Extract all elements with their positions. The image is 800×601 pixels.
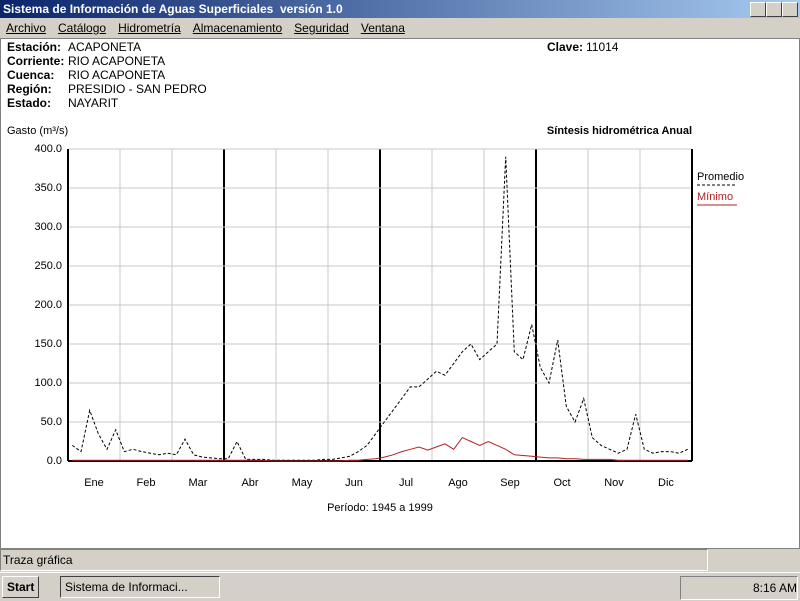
restore[interactable] bbox=[766, 2, 782, 17]
minimize[interactable] bbox=[750, 2, 766, 17]
x-tick-label: Jul bbox=[399, 477, 413, 489]
start-button[interactable]: Start bbox=[2, 576, 40, 598]
legend-label: Promedio bbox=[697, 171, 744, 183]
field-label: Región: bbox=[7, 82, 52, 96]
status-bar: Traza gráfica bbox=[0, 549, 708, 571]
close[interactable] bbox=[782, 2, 798, 17]
field-label: Corriente: bbox=[7, 54, 65, 68]
y-axis-label: Gasto (m³/s) bbox=[7, 125, 68, 137]
y-tick-label: 50.0 bbox=[41, 416, 62, 428]
y-tick-label: 300.0 bbox=[34, 221, 62, 233]
chart: Gasto (m³/s) Síntesis hidrométrica Anual… bbox=[7, 125, 744, 514]
task-button[interactable]: Sistema de Informaci... bbox=[60, 576, 220, 598]
field-value: PRESIDIO - SAN PEDRO bbox=[68, 82, 207, 96]
field-label: Estado: bbox=[7, 96, 52, 110]
x-tick-label: Feb bbox=[137, 477, 156, 489]
content: Estación: ACAPONETA Corriente: RIO ACAPONET… bbox=[0, 38, 800, 549]
x-tick-label: Abr bbox=[241, 477, 258, 489]
field-value: RIO ACAPONETA bbox=[68, 54, 166, 68]
x-tick-label: Jun bbox=[345, 477, 363, 489]
x-axis-label: Período: 1945 a 1999 bbox=[327, 502, 433, 514]
y-tick-label: 100.0 bbox=[34, 377, 62, 389]
menu-item[interactable]: Archivo bbox=[6, 21, 47, 35]
menu-item[interactable]: Ventana bbox=[360, 21, 405, 35]
x-tick-label: Ene bbox=[84, 477, 104, 489]
field-value: NAYARIT bbox=[68, 96, 119, 110]
y-tick-label: 350.0 bbox=[34, 182, 62, 194]
menu-item[interactable]: Hidrometría bbox=[118, 21, 181, 35]
clock: 8:16 AM bbox=[680, 576, 798, 600]
x-tick-label: Nov bbox=[604, 477, 624, 489]
y-tick-label: 0.0 bbox=[47, 455, 62, 467]
y-tick-label: 400.0 bbox=[34, 143, 62, 155]
chart-title: Síntesis hidrométrica Anual bbox=[547, 125, 692, 137]
field-label: Cuenca: bbox=[7, 68, 55, 82]
field-label: Estación: bbox=[7, 40, 62, 54]
series-line bbox=[72, 436, 688, 462]
y-tick-label: 200.0 bbox=[34, 299, 62, 311]
menu-item[interactable]: Seguridad bbox=[294, 21, 349, 35]
x-tick-label: May bbox=[292, 477, 313, 489]
series-line bbox=[72, 156, 688, 461]
x-tick-label: Oct bbox=[553, 477, 570, 489]
menu-bar: Archivo Catálogo Hidrometría Almacenamiento… bbox=[0, 19, 800, 37]
x-tick-label: Mar bbox=[189, 477, 208, 489]
taskbar: Start Sistema de Informaci... 8:16 AM bbox=[0, 572, 800, 601]
field-value: RIO ACAPONETA bbox=[68, 68, 166, 82]
menu-item[interactable]: Catálogo bbox=[58, 21, 107, 35]
clave-label: Clave: bbox=[547, 40, 584, 54]
title-bar: Sistema de Información de Aguas Superfic… bbox=[0, 0, 800, 18]
clave: 11014 bbox=[586, 40, 619, 54]
x-tick-label: Ago bbox=[448, 477, 468, 489]
y-tick-label: 250.0 bbox=[34, 260, 62, 272]
x-tick-label: Sep bbox=[500, 477, 520, 489]
menu-item[interactable]: Almacenamiento bbox=[192, 21, 283, 35]
legend-label: Mínimo bbox=[697, 191, 733, 203]
y-tick-label: 150.0 bbox=[34, 338, 62, 350]
field-value: ACAPONETA bbox=[68, 40, 142, 54]
x-tick-label: Dic bbox=[658, 477, 674, 489]
